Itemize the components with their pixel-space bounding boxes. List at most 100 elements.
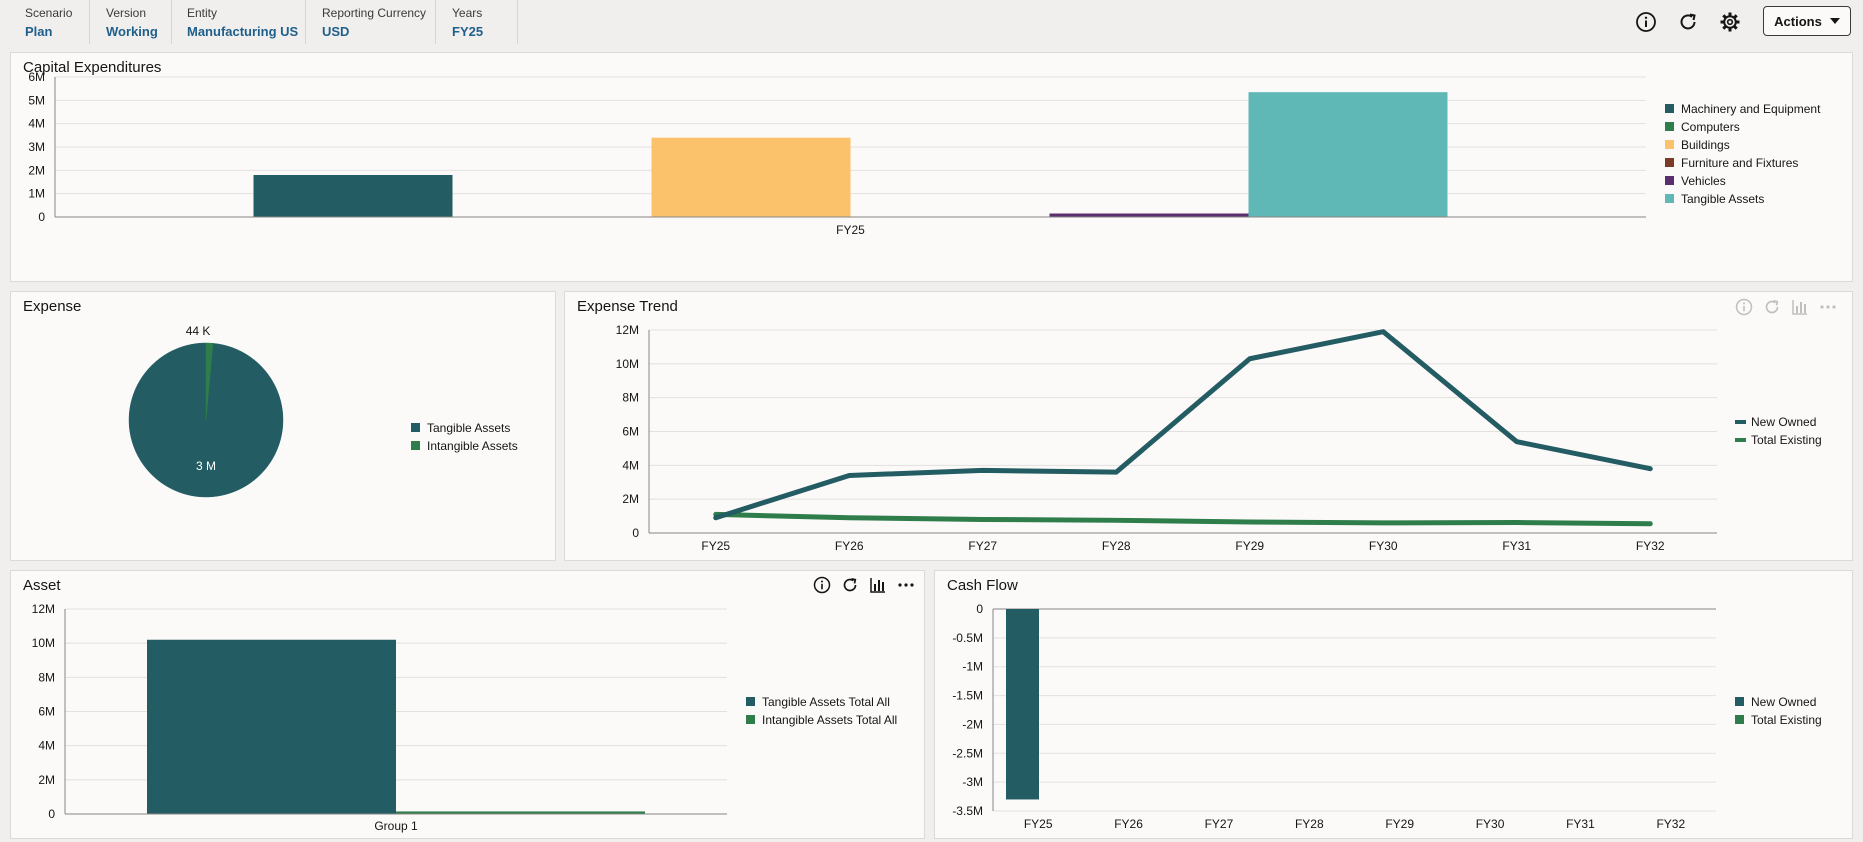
pov-label: Entity [187,6,218,20]
pov-currency[interactable]: Reporting Currency USD [306,0,436,44]
legend-entry: New Owned [1751,415,1816,429]
x-tick-label: FY27 [968,539,997,553]
asset-chart: 0 2M 4M 6M 8M 10M 12M Group 1 Tangible Assets To… [32,602,898,833]
legend-swatch [411,441,420,450]
more-icon[interactable] [1817,296,1839,318]
y-tick-label: 2M [28,163,45,177]
pie-slice [205,342,214,421]
cashflow-panel: Cash Flow -3.5M -3M -2.5M -2M -1.5M -1M -0.5M 0… [934,570,1853,839]
y-tick-label: 0 [48,807,55,821]
x-tick-label: FY29 [1235,539,1264,553]
legend-swatch [1665,122,1674,131]
x-tick-label: FY28 [1102,539,1131,553]
legend-swatch [1665,140,1674,149]
bar-chart-icon[interactable] [1789,296,1811,318]
cashflow-chart: -3.5M -3M -2.5M -2M -1.5M -1M -0.5M 0 FY25 FY26 FY… [952,602,1821,831]
y-tick-label: 8M [38,670,55,684]
bar [1248,92,1448,217]
info-icon[interactable] [1633,9,1659,35]
x-tick-label: FY30 [1476,817,1505,831]
pov-label: Scenario [25,6,73,20]
refresh-icon[interactable] [1675,9,1701,35]
bar [1049,213,1249,217]
chevron-down-icon [1829,18,1840,24]
y-tick-label: 1M [28,187,45,201]
panel-title: Expense [23,298,82,315]
legend-swatch [1665,158,1674,167]
x-tick-label: FY26 [835,539,864,553]
legend-swatch [746,697,755,706]
pov-label: Version [106,6,147,20]
pov-value[interactable]: Manufacturing US [187,24,299,39]
pov-value[interactable]: USD [322,24,350,39]
more-icon[interactable] [895,574,917,596]
legend-swatch [746,715,755,724]
y-tick-label: -1.5M [952,689,983,703]
legend-swatch [411,423,420,432]
bar [651,137,851,217]
pov-version[interactable]: Version Working [90,0,172,44]
expense-trend-chart: 0 2M 4M 6M 8M 10M 12M FY25 FY26 FY27 FY28 FY29 FY30 F… [616,323,1822,553]
info-icon[interactable] [811,574,833,596]
expense-panel: Expense 3 M 44 K Tangible Assets Intangible… [10,291,556,561]
legend-entry: Total Existing [1751,433,1822,447]
info-icon[interactable] [1733,296,1755,318]
legend-entry: Tangible Assets [427,421,510,435]
panel-title: Capital Expenditures [23,59,162,76]
y-tick-label: -3.5M [952,804,983,818]
y-tick-label: 4M [28,117,45,131]
pov-label: Years [452,6,483,20]
legend-entry: Machinery and Equipment [1681,102,1821,116]
legend-entry: Furniture and Fixtures [1681,156,1798,170]
actions-button[interactable]: Actions [1763,6,1851,36]
y-tick-label: -3M [962,775,983,789]
x-tick-label: Group 1 [374,819,418,833]
panel-title: Asset [23,577,61,594]
y-tick-label: 2M [622,492,639,506]
y-tick-label: 10M [616,357,639,371]
legend-swatch [1665,176,1674,185]
actions-label: Actions [1774,13,1822,29]
pov-value[interactable]: Plan [25,24,53,39]
y-tick-label: 4M [38,739,55,753]
y-tick-label: 6M [38,705,55,719]
legend-swatch [1735,420,1746,424]
pov-entity[interactable]: Entity Manufacturing US [172,0,306,44]
pov-years[interactable]: Years FY25 [436,0,518,44]
x-tick-label: FY25 [836,223,865,237]
pov-value[interactable]: FY25 [452,24,484,39]
legend-entry: Tangible Assets [1681,192,1764,206]
y-tick-label: 5M [28,93,45,107]
legend-entry: Tangible Assets Total All [762,695,890,709]
legend-swatch [1665,104,1674,113]
pov-scenario[interactable]: Scenario Plan [12,0,90,44]
gear-icon[interactable] [1717,9,1743,35]
x-tick-label: FY31 [1502,539,1531,553]
pov-bar: Scenario Plan Version Working Entity Man… [0,0,1863,44]
y-tick-label: 12M [32,602,55,616]
pov-value[interactable]: Working [106,24,158,39]
refresh-icon[interactable] [839,574,861,596]
y-tick-label: -1M [962,660,983,674]
expense-chart: 3 M 44 K Tangible Assets Intangible Assets [128,324,518,498]
panel-title: Cash Flow [947,577,1018,594]
x-tick-label: FY25 [701,539,730,553]
slice-label: 44 K [186,324,211,338]
series-line [713,511,1653,527]
legend-entry: Buildings [1681,138,1730,152]
legend-entry: Intangible Assets Total All [762,713,897,727]
y-tick-label: -0.5M [952,631,983,645]
y-tick-label: 0 [38,210,45,224]
x-tick-label: FY32 [1656,817,1685,831]
y-tick-label: 0 [632,526,639,540]
y-tick-label: 3M [28,140,45,154]
refresh-icon[interactable] [1761,296,1783,318]
y-tick-label: 6M [28,70,45,84]
bar [1006,609,1039,800]
y-tick-label: 8M [622,391,639,405]
legend-swatch [1665,194,1674,203]
bar-chart-icon[interactable] [867,574,889,596]
x-tick-label: FY25 [1024,817,1053,831]
expense-trend-panel: Expense Trend 0 2M 4M 6M 8M 10M 12M FY25 FY26 FY2… [564,291,1853,561]
x-tick-label: FY28 [1295,817,1324,831]
